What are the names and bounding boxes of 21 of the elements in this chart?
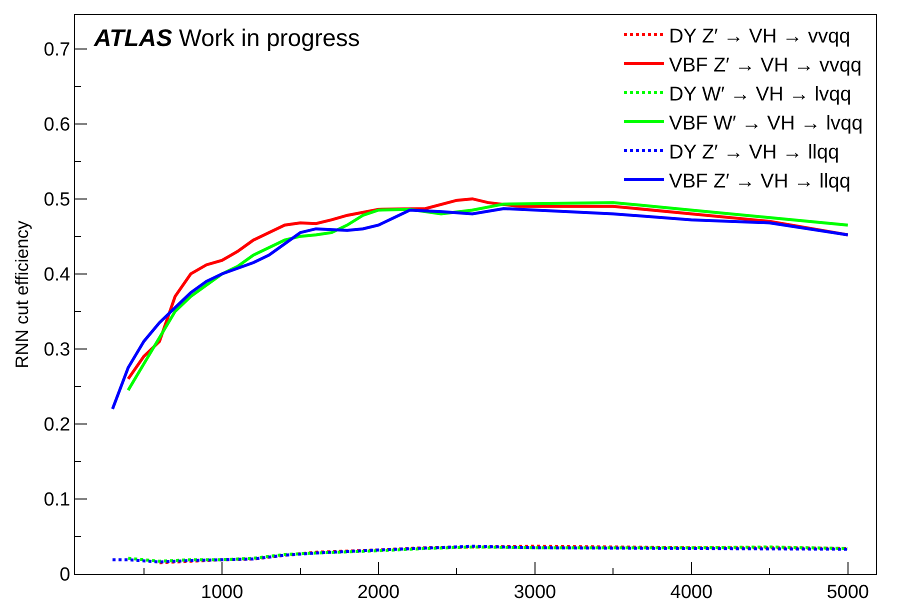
y-tick-label: 0.6	[44, 114, 70, 136]
legend-label: VBF W′ → VH → lvqq	[668, 112, 863, 134]
y-axis-title: RNN cut efficiency	[12, 220, 32, 368]
y-tick-label: 0.3	[44, 340, 70, 361]
y-tick-label: 0.4	[44, 264, 71, 286]
legend-label: DY W′ → VH → lvqq	[668, 83, 852, 106]
legend-label: VBF Z′ → VH → llqq	[668, 170, 851, 192]
x-tick-label: 2000	[357, 582, 400, 603]
y-tick-label: 0.7	[44, 39, 70, 60]
legend-label: VBF Z′ → VH → vvqq	[668, 54, 862, 76]
annotation: ATLAS Work in progress	[93, 25, 360, 52]
y-tick-label: 0	[60, 564, 70, 586]
y-tick-label: 0.5	[44, 189, 70, 210]
x-tick-label: 1000	[200, 582, 244, 603]
y-tick-label: 0.2	[44, 414, 70, 436]
legend-label: DY Z′ → VH → llqq	[668, 141, 840, 164]
y-tick-label: 0.1	[44, 490, 70, 511]
x-tick-label: 4000	[670, 582, 713, 603]
x-tick-label: 3000	[514, 582, 556, 603]
legend-label: DY Z′ → VH → vvqq	[668, 25, 850, 48]
x-tick-label: 5000	[826, 582, 869, 603]
